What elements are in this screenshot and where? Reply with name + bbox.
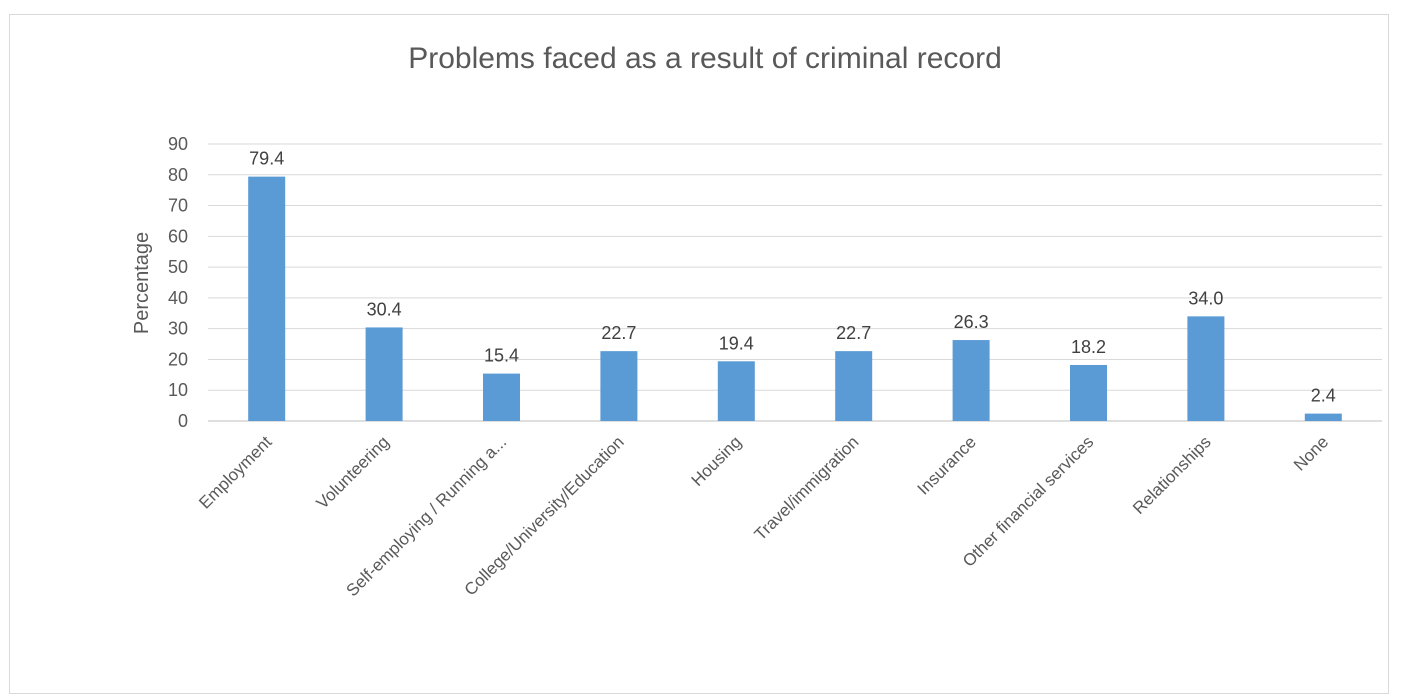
data-label: 79.4	[249, 149, 284, 169]
data-label: 2.4	[1311, 386, 1336, 406]
y-tick-label: 90	[168, 134, 188, 154]
bar	[1304, 413, 1342, 421]
y-tick-label: 10	[168, 380, 188, 400]
data-label: 22.7	[601, 323, 636, 343]
bar	[1070, 364, 1107, 421]
data-label: 34.0	[1188, 288, 1223, 308]
y-axis-label: Percentage	[131, 232, 153, 334]
y-tick-label: 80	[168, 165, 188, 185]
x-tick-label: Insurance	[914, 432, 980, 498]
gridlines	[208, 143, 1382, 422]
data-label: 15.4	[484, 346, 519, 366]
bar	[600, 351, 638, 421]
x-tick-label: Travel/immigration	[751, 432, 863, 544]
chart-frame	[9, 14, 1389, 694]
data-label: 22.7	[836, 323, 871, 343]
bar	[952, 340, 990, 421]
bars	[248, 176, 1342, 421]
y-tick-label: 30	[168, 319, 188, 339]
x-tick-label: Housing	[688, 432, 746, 490]
y-tick-label: 70	[168, 196, 188, 216]
bar	[835, 351, 873, 421]
y-tick-label: 20	[168, 349, 188, 369]
bar	[483, 373, 520, 421]
x-tick-label: Other financial services	[959, 432, 1097, 570]
bar	[717, 361, 755, 421]
x-tick-label: Employment	[195, 432, 275, 512]
data-label: 18.2	[1071, 337, 1106, 357]
data-label: 19.4	[719, 333, 754, 353]
x-tick-label: None	[1290, 432, 1332, 474]
bar	[248, 176, 286, 421]
y-axis-ticks: 0 10 20 30 40 50 60 70 80 90	[168, 134, 188, 431]
data-label: 30.4	[367, 299, 402, 319]
x-tick-label: Relationships	[1129, 432, 1215, 518]
bar	[365, 327, 403, 421]
y-tick-label: 60	[168, 226, 188, 246]
bar-chart: Problems faced as a result of criminal r…	[131, 42, 1382, 600]
x-tick-label: Volunteering	[313, 432, 393, 512]
data-label: 26.3	[954, 312, 989, 332]
y-tick-label: 50	[168, 257, 188, 277]
data-labels: 79.4 30.4 15.4 22.7 19.4 22.7 26.3 18.2 34.0 2.4	[249, 149, 1336, 406]
bar	[1187, 316, 1225, 421]
y-tick-label: 0	[178, 411, 188, 431]
chart-title: Problems faced as a result of criminal r…	[408, 42, 1002, 75]
y-tick-label: 40	[168, 288, 188, 308]
